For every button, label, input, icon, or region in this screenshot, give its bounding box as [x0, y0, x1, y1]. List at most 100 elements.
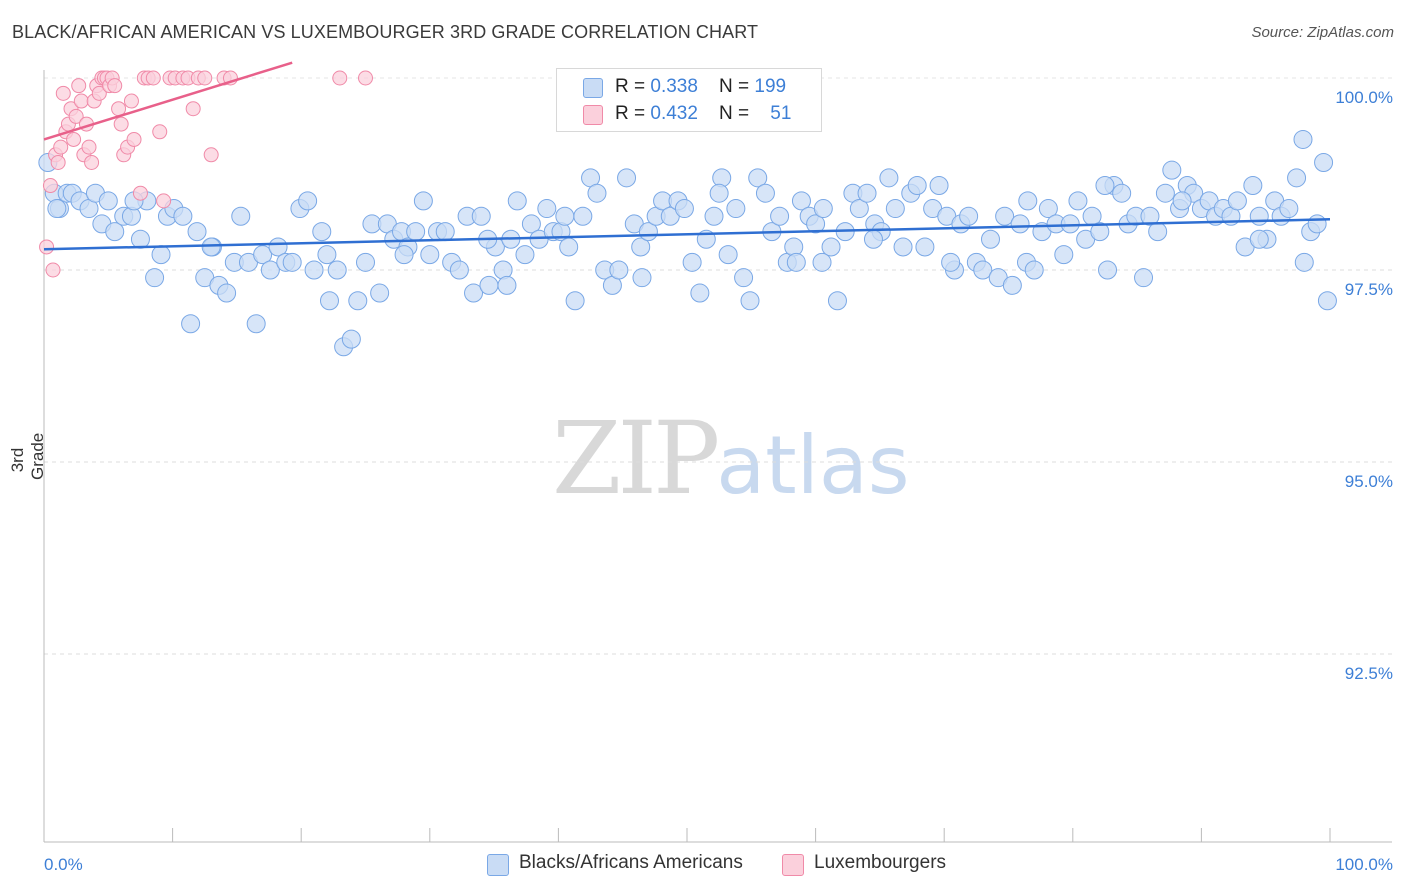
data-point-blacks	[674, 199, 694, 219]
data-point-blacks	[863, 229, 883, 249]
data-point-blacks	[1134, 268, 1154, 288]
source-credit: Source: ZipAtlas.com	[1251, 24, 1394, 41]
x-tick-label-right: 100.0%	[1335, 855, 1393, 874]
data-point-blacks	[145, 268, 165, 288]
data-point-blacks	[1140, 206, 1160, 226]
data-point-blacks	[973, 260, 993, 280]
legend-n-label: N =	[719, 76, 755, 97]
data-point-blacks	[631, 237, 651, 257]
data-point-blacks	[231, 206, 251, 226]
data-point-luxembourgers	[113, 116, 129, 132]
data-point-blacks	[726, 199, 746, 219]
data-point-blacks	[1294, 252, 1314, 272]
data-point-blacks	[413, 191, 433, 211]
data-point-blacks	[718, 245, 738, 265]
data-point-blacks	[980, 229, 1000, 249]
x-tick-label-left: 0.0%	[44, 855, 83, 874]
data-point-blacks	[1010, 214, 1030, 234]
data-point-blacks	[1279, 199, 1299, 219]
data-point-blacks	[406, 222, 426, 242]
data-point-luxembourgers	[50, 154, 66, 170]
data-point-blacks	[319, 291, 339, 311]
data-point-blacks	[98, 191, 118, 211]
data-point-blacks	[879, 168, 899, 188]
data-point-blacks	[317, 245, 337, 265]
data-point-blacks	[915, 237, 935, 257]
data-point-blacks	[770, 206, 790, 226]
data-point-blacks	[849, 199, 869, 219]
data-point-luxembourgers	[152, 124, 168, 140]
data-point-blacks	[187, 222, 207, 242]
bottom-legend-label-blacks: Blacks/Africans Americans	[519, 852, 743, 873]
legend-r-label: R =	[615, 76, 651, 97]
data-point-blacks	[246, 314, 266, 334]
watermark: ZIPatlas	[552, 400, 910, 517]
data-point-luxembourgers	[68, 108, 84, 124]
data-point-blacks	[479, 275, 499, 295]
data-point-blacks	[1249, 229, 1269, 249]
data-point-blacks	[929, 176, 949, 196]
data-point-blacks	[47, 199, 67, 219]
data-point-blacks	[740, 291, 760, 311]
legend-r-label: R =	[615, 103, 651, 124]
data-point-blacks	[1293, 129, 1313, 149]
legend-n-label: N =	[719, 103, 755, 124]
data-point-luxembourgers	[81, 139, 97, 155]
data-point-blacks	[587, 183, 607, 203]
legend-swatch-luxembourgers	[583, 105, 603, 125]
data-point-luxembourgers	[53, 139, 69, 155]
trend-line-luxembourgers	[43, 61, 293, 141]
data-point-blacks	[1054, 245, 1074, 265]
data-point-blacks	[1095, 176, 1115, 196]
data-point-blacks	[1024, 260, 1044, 280]
data-point-blacks	[304, 260, 324, 280]
legend-n-value: 199	[754, 76, 787, 97]
data-point-blacks	[1038, 199, 1058, 219]
data-point-blacks	[682, 252, 702, 272]
data-point-blacks	[565, 291, 585, 311]
data-point-blacks	[1148, 222, 1168, 242]
data-point-luxembourgers	[42, 178, 58, 194]
data-point-blacks	[573, 206, 593, 226]
trend-line-blacks	[43, 218, 1331, 251]
data-point-blacks	[907, 176, 927, 196]
data-point-blacks	[130, 229, 150, 249]
data-point-luxembourgers	[197, 70, 213, 86]
data-point-luxembourgers	[203, 147, 219, 163]
data-point-luxembourgers	[71, 78, 87, 94]
data-point-blacks	[356, 252, 375, 272]
data-point-blacks	[786, 252, 806, 272]
data-point-blacks	[1002, 275, 1022, 295]
data-point-blacks	[857, 183, 877, 203]
chart-title: BLACK/AFRICAN AMERICAN VS LUXEMBOURGER 3…	[12, 22, 759, 42]
data-point-blacks	[821, 237, 841, 257]
data-point-blacks	[885, 199, 905, 219]
data-point-luxembourgers	[84, 154, 100, 170]
data-point-blacks	[1090, 222, 1110, 242]
watermark-zip: ZIP	[552, 400, 720, 517]
data-point-blacks	[348, 291, 368, 311]
data-point-blacks	[370, 283, 390, 303]
data-point-blacks	[995, 206, 1015, 226]
bottom-legend-swatch-blacks	[487, 854, 509, 876]
data-point-blacks	[435, 222, 455, 242]
bottom-legend-swatch-luxembourgers	[782, 854, 804, 876]
data-point-blacks	[893, 237, 913, 257]
data-point-blacks	[1249, 206, 1269, 226]
data-point-blacks	[253, 245, 273, 265]
data-point-blacks	[282, 252, 302, 272]
y-axis-label: 3rd Grade	[8, 432, 47, 480]
data-point-luxembourgers	[185, 101, 201, 117]
legend-r-value: 0.338	[650, 76, 698, 97]
data-point-blacks	[559, 237, 579, 257]
bottom-legend-label-luxembourgers: Luxembourgers	[814, 852, 947, 873]
data-point-luxembourgers	[55, 85, 71, 101]
data-point-blacks	[151, 245, 171, 265]
data-point-blacks	[690, 283, 710, 303]
y-tick-label: 97.5%	[1345, 280, 1393, 299]
data-point-blacks	[555, 206, 575, 226]
data-point-blacks	[1155, 183, 1175, 203]
data-point-blacks	[201, 237, 221, 257]
data-point-blacks	[497, 275, 517, 295]
data-point-luxembourgers	[45, 262, 61, 278]
